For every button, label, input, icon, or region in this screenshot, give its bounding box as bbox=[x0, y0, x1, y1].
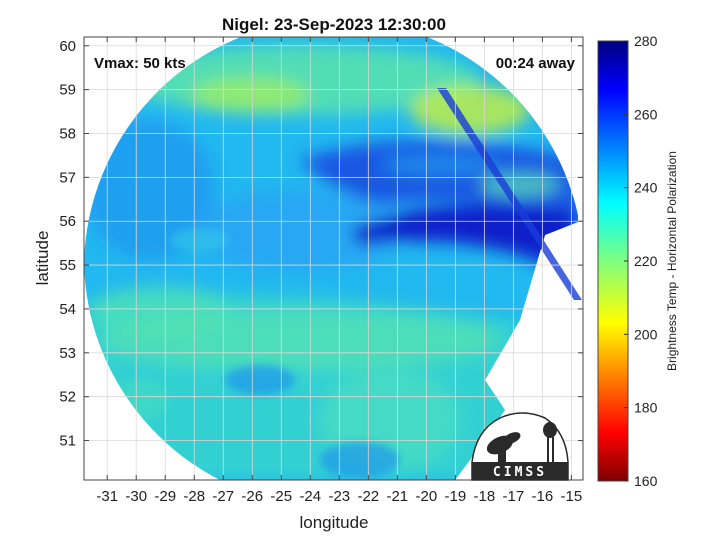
x-tick-label: -28 bbox=[183, 488, 205, 505]
y-tick-label: 53 bbox=[59, 345, 76, 362]
time-away-annotation: 00:24 away bbox=[496, 55, 576, 72]
colorbar-tick-label: 240 bbox=[634, 180, 658, 196]
colorbar-tick-label: 200 bbox=[634, 326, 658, 342]
colorbar-tick-label: 180 bbox=[634, 400, 658, 416]
colorbar: 160 180 200 220 240 260 280 Brightness Temp - … bbox=[597, 33, 679, 489]
x-tick-label: -27 bbox=[212, 488, 234, 505]
x-tick-label: -29 bbox=[154, 488, 176, 505]
x-tick-label: -25 bbox=[270, 488, 292, 505]
y-axis-label: latitude bbox=[33, 231, 52, 286]
plot-frame bbox=[83, 36, 584, 481]
x-tick-label: -15 bbox=[561, 488, 583, 505]
y-tick-label: 55 bbox=[59, 257, 76, 274]
colorbar-tick-label: 220 bbox=[634, 253, 658, 269]
x-tick-label: -31 bbox=[96, 488, 118, 505]
x-tick-label: -23 bbox=[328, 488, 350, 505]
x-tick-label: -17 bbox=[503, 488, 525, 505]
x-tick-label: -19 bbox=[445, 488, 467, 505]
grid-lines bbox=[84, 37, 583, 480]
colorbar-tick-label: 260 bbox=[634, 106, 658, 122]
y-tick-label: 59 bbox=[59, 82, 76, 99]
cimss-logo: CIMSS bbox=[471, 412, 569, 481]
vmax-annotation: Vmax: 50 kts bbox=[94, 55, 186, 72]
x-axis-ticks: -31 -30 -29 -28 -27 -26 -25 -24 -23 -22 -21 -20 -19-… bbox=[96, 37, 582, 505]
y-tick-label: 51 bbox=[59, 433, 76, 450]
x-tick-label: -16 bbox=[532, 488, 554, 505]
y-tick-label: 56 bbox=[59, 213, 76, 230]
x-tick-label: -30 bbox=[125, 488, 147, 505]
y-tick-label: 54 bbox=[59, 301, 76, 318]
colorbar-label: Brightness Temp - Horizontal Polarizatio… bbox=[665, 151, 679, 371]
scan-edge-artifact bbox=[437, 88, 582, 300]
colorbar-gradient bbox=[597, 40, 629, 482]
x-tick-label: -20 bbox=[415, 488, 437, 505]
y-tick-label: 58 bbox=[59, 125, 76, 142]
x-tick-label: -22 bbox=[357, 488, 379, 505]
colorbar-tick-label: 160 bbox=[634, 473, 658, 489]
x-tick-label: -24 bbox=[299, 488, 321, 505]
colorbar-ticks: 160 180 200 220 240 260 280 bbox=[624, 33, 658, 489]
logo-text: CIMSS bbox=[493, 465, 547, 480]
x-tick-label: -18 bbox=[474, 488, 496, 505]
x-tick-label: -26 bbox=[241, 488, 263, 505]
x-tick-label: -21 bbox=[386, 488, 408, 505]
y-tick-label: 60 bbox=[59, 38, 76, 55]
y-tick-label: 52 bbox=[59, 389, 76, 406]
x-axis-label: longitude bbox=[299, 513, 368, 532]
y-tick-label: 57 bbox=[59, 169, 76, 186]
plot-title: Nigel: 23-Sep-2023 12:30:00 bbox=[222, 15, 446, 34]
y-axis-ticks: 51 52 53 54 55 56 57 58 59 60 bbox=[59, 38, 583, 450]
colorbar-tick-label: 280 bbox=[634, 33, 658, 49]
plot-area bbox=[84, 37, 583, 480]
